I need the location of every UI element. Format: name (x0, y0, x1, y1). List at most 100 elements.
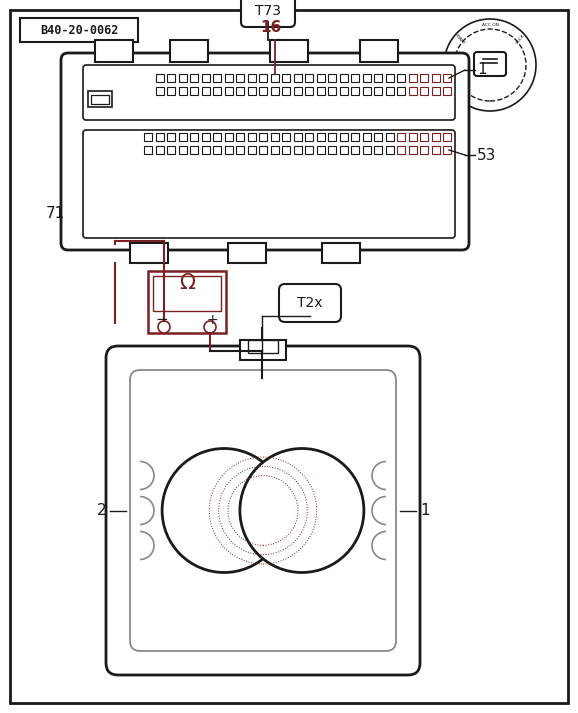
FancyBboxPatch shape (83, 130, 455, 238)
Text: +: + (206, 313, 218, 327)
Text: 71: 71 (46, 205, 65, 220)
Circle shape (158, 321, 170, 333)
Bar (130, 243, 168, 263)
Bar (190, 74, 198, 82)
Bar (259, 133, 267, 141)
FancyBboxPatch shape (61, 53, 469, 250)
Bar (362, 133, 370, 141)
Bar (247, 146, 255, 154)
Bar (420, 74, 428, 82)
Bar (228, 243, 266, 263)
Bar (362, 146, 370, 154)
Bar (351, 146, 359, 154)
FancyBboxPatch shape (241, 0, 295, 27)
Text: 1: 1 (420, 503, 429, 518)
Bar (155, 146, 164, 154)
Bar (271, 87, 279, 95)
Bar (362, 74, 370, 82)
Bar (397, 87, 405, 95)
Bar (360, 40, 398, 62)
Bar (432, 133, 439, 141)
Bar (386, 133, 394, 141)
Bar (282, 87, 290, 95)
Bar (247, 133, 255, 141)
Bar (432, 74, 439, 82)
Bar (202, 87, 209, 95)
Bar (397, 146, 405, 154)
Bar (409, 87, 417, 95)
Bar (259, 74, 267, 82)
Bar (443, 74, 451, 82)
Bar (179, 87, 187, 95)
Bar (443, 133, 451, 141)
Bar (202, 133, 209, 141)
Text: START: START (454, 33, 465, 46)
Bar (339, 133, 347, 141)
Bar (294, 87, 302, 95)
Circle shape (454, 29, 526, 101)
Bar (397, 74, 405, 82)
Bar (271, 133, 279, 141)
Bar (153, 276, 221, 311)
Bar (322, 243, 360, 263)
Bar (224, 74, 232, 82)
FancyBboxPatch shape (130, 370, 396, 651)
Bar (224, 146, 232, 154)
Bar (294, 146, 302, 154)
Bar (167, 87, 175, 95)
Bar (386, 87, 394, 95)
Bar (317, 146, 324, 154)
Bar (409, 74, 417, 82)
Bar (328, 87, 336, 95)
Bar (179, 133, 187, 141)
Bar (362, 87, 370, 95)
Text: T73: T73 (255, 4, 281, 18)
Bar (420, 146, 428, 154)
Bar (339, 87, 347, 95)
Bar (236, 74, 244, 82)
Bar (443, 87, 451, 95)
Circle shape (240, 448, 364, 573)
Bar (328, 146, 336, 154)
Bar (397, 133, 405, 141)
Bar (294, 74, 302, 82)
Bar (202, 146, 209, 154)
Bar (328, 74, 336, 82)
Bar (305, 146, 313, 154)
Bar (148, 271, 226, 333)
Bar (240, 340, 286, 360)
Text: Ω: Ω (179, 273, 195, 293)
Circle shape (444, 19, 536, 111)
Bar (213, 146, 221, 154)
Bar (351, 133, 359, 141)
Bar (91, 95, 109, 104)
Bar (317, 74, 324, 82)
Bar (20, 18, 138, 42)
FancyBboxPatch shape (83, 65, 455, 120)
Bar (155, 74, 164, 82)
Bar (386, 74, 394, 82)
Bar (294, 133, 302, 141)
Bar (374, 74, 382, 82)
Bar (420, 87, 428, 95)
Bar (167, 133, 175, 141)
Bar (282, 133, 290, 141)
FancyBboxPatch shape (106, 346, 420, 675)
Text: 16: 16 (260, 21, 281, 36)
Bar (282, 74, 290, 82)
Bar (328, 133, 336, 141)
Bar (270, 40, 308, 62)
Text: −: − (155, 312, 168, 327)
Bar (339, 146, 347, 154)
FancyBboxPatch shape (474, 52, 506, 76)
Text: LOCK: LOCK (516, 34, 526, 45)
Bar (155, 87, 164, 95)
Bar (374, 87, 382, 95)
Bar (351, 74, 359, 82)
Text: ACC ON: ACC ON (481, 23, 498, 27)
Bar (271, 146, 279, 154)
Bar (167, 74, 175, 82)
Bar (179, 74, 187, 82)
Text: B40-20-0062: B40-20-0062 (40, 24, 118, 36)
Bar (224, 133, 232, 141)
